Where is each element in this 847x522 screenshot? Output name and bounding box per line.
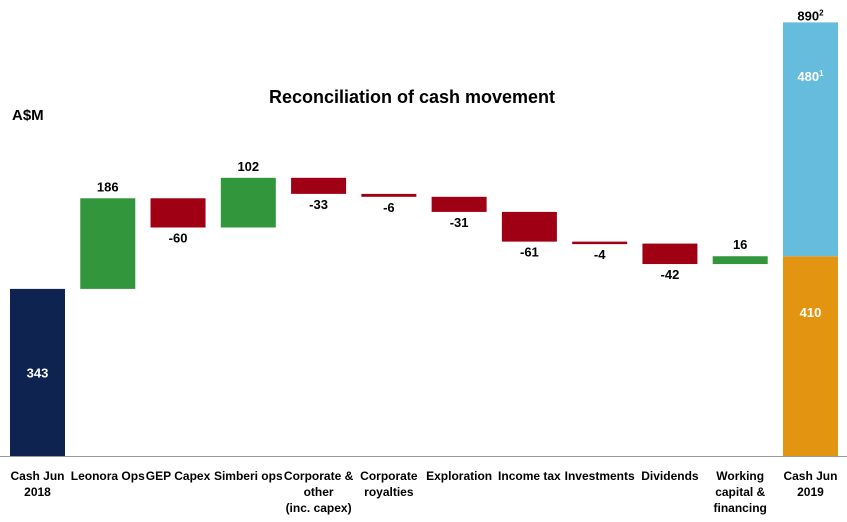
decrease-bar [431,196,487,212]
category-labels: Cash Jun 2018 Leonora Ops GEP Capex Simberi … [10,469,837,515]
bar-group: -60 [150,198,206,246]
decrease-bar [361,193,417,197]
category-label: Working capital & financing [714,469,767,515]
segment-label: 410 [800,305,822,320]
bars-layer: 343 186 -60 102 -33 -6 -31 -61 -4 -42 16 410 4801 890… [10,8,838,456]
decrease-bar [572,241,628,245]
category-label: Corporate royalties [360,469,418,499]
bar-group: -4 [572,241,628,262]
data-label: -31 [450,215,469,230]
chart-title: Reconciliation of cash movement [269,87,555,107]
decrease-bar [501,211,557,242]
category-label: GEP Capex [146,469,211,483]
bar-group: -61 [501,211,557,260]
category-label: Simberi ops [214,469,283,483]
data-label: 186 [97,179,119,194]
data-label: -4 [594,247,606,262]
total-bar [10,288,65,456]
data-label: 102 [237,159,259,174]
stack-segment [782,22,838,257]
bar-group: 410 4801 8902 [782,8,838,456]
category-label: Leonora Ops [71,469,145,483]
data-label: -60 [169,231,188,246]
category-label: Corporate & other (inc. capex) [284,469,354,515]
category-label: Investments [565,469,635,483]
category-label: Cash Jun 2019 [783,469,837,499]
increase-bar [712,256,768,265]
data-label: -42 [661,267,680,282]
category-label: Dividends [641,469,699,483]
increase-bar [220,177,276,228]
data-label: -61 [520,245,539,260]
stack-segment [782,256,838,456]
increase-bar [80,198,136,289]
segment-label: 4801 [797,69,824,84]
unit-label: A$M [12,107,44,124]
bar-group: -42 [642,243,698,282]
data-label: -33 [309,197,328,212]
decrease-bar [150,198,206,228]
data-label: 16 [733,237,747,252]
bar-group: -31 [431,196,487,230]
bar-group: 16 [712,237,768,265]
total-label: 8902 [797,8,824,23]
data-label: 343 [27,365,49,380]
category-label: Cash Jun 2018 [10,469,64,499]
decrease-bar [291,177,347,194]
category-label: Income tax [498,469,561,483]
bar-group: 343 [10,288,65,456]
decrease-bar [642,243,698,265]
bar-group: 102 [220,159,276,228]
bar-group: -6 [361,193,417,215]
bar-group: 186 [80,179,136,289]
data-label: -6 [383,200,395,215]
bar-group: -33 [291,177,347,212]
category-label: Exploration [426,469,492,483]
